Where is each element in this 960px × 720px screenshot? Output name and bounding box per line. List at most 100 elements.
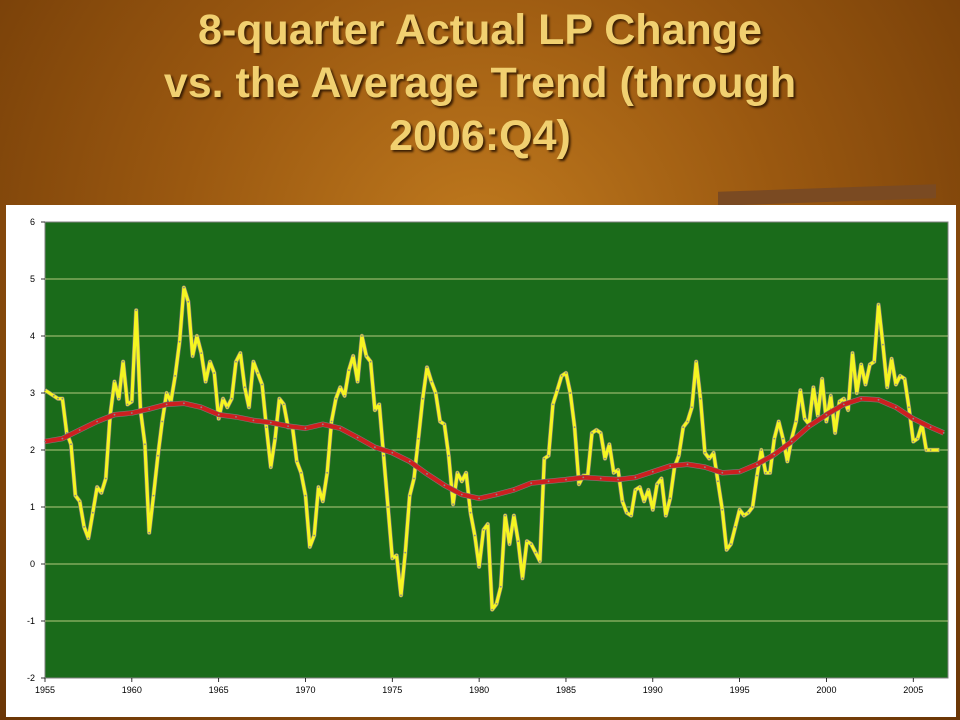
actual-data-point	[361, 335, 363, 337]
y-tick-label: 5	[30, 274, 35, 284]
trend-data-point	[790, 440, 793, 443]
actual-data-point	[573, 426, 576, 429]
actual-data-point	[877, 303, 880, 306]
actual-data-point	[308, 546, 311, 548]
actual-data-point	[196, 335, 198, 337]
actual-data-point	[895, 383, 897, 386]
trend-data-point	[408, 460, 411, 463]
actual-data-point	[834, 432, 836, 434]
actual-data-point	[482, 528, 485, 531]
actual-data-point	[855, 392, 858, 394]
actual-data-point	[530, 543, 533, 545]
actual-data-point	[664, 514, 667, 517]
actual-data-point	[751, 506, 754, 508]
actual-data-point	[799, 389, 802, 392]
trend-data-point	[686, 463, 689, 466]
actual-data-point	[243, 386, 246, 389]
actual-data-point	[491, 608, 494, 611]
actual-data-point	[304, 494, 307, 497]
actual-data-point	[391, 557, 394, 560]
actual-data-point	[756, 474, 758, 477]
trend-data-point	[78, 429, 81, 431]
actual-data-point	[417, 437, 420, 440]
line-chart: -2 -1 0 1 2 3 4 5 6 1955 1960 1965 1970 1975 1980 1985 1…	[27, 217, 949, 695]
trend-data-point	[582, 476, 585, 479]
actual-data-point	[812, 386, 815, 389]
actual-data-point	[426, 366, 428, 369]
actual-data-point	[183, 286, 185, 289]
trend-data-point	[426, 473, 428, 475]
actual-data-point	[842, 397, 845, 400]
actual-data-point	[452, 503, 454, 506]
actual-data-point	[764, 471, 767, 474]
actual-data-point	[699, 397, 702, 400]
actual-data-point	[565, 372, 567, 374]
actual-data-point	[847, 409, 849, 411]
trend-data-point	[339, 427, 342, 430]
actual-data-point	[521, 577, 524, 580]
actual-data-point	[504, 514, 507, 517]
actual-data-point	[413, 477, 415, 480]
actual-data-point	[430, 380, 433, 383]
actual-data-point	[261, 383, 263, 386]
actual-data-point	[187, 300, 190, 303]
actual-data-point	[226, 406, 229, 409]
actual-data-point	[74, 494, 77, 497]
actual-data-point	[825, 420, 828, 423]
x-tick-label: 2000	[816, 685, 836, 695]
actual-data-point	[473, 534, 476, 537]
actual-data-point	[860, 363, 863, 366]
actual-data-point	[903, 377, 906, 380]
trend-data-point	[374, 446, 376, 449]
trend-data-point	[495, 493, 498, 496]
actual-data-point	[378, 403, 381, 406]
trend-data-point	[513, 489, 515, 491]
actual-data-point	[578, 483, 580, 486]
trend-data-point	[96, 420, 98, 423]
actual-data-point	[213, 372, 216, 374]
y-tick-label: 0	[30, 559, 35, 569]
trend-data-point	[773, 453, 776, 456]
actual-data-point	[387, 506, 389, 508]
actual-data-point	[760, 449, 763, 451]
actual-data-point	[335, 397, 337, 400]
actual-data-point	[61, 397, 64, 400]
trend-data-point	[200, 406, 203, 409]
actual-data-point	[869, 363, 871, 366]
actual-data-point	[816, 414, 819, 417]
trend-data-point	[252, 419, 255, 422]
actual-data-point	[421, 397, 424, 400]
actual-data-point	[326, 471, 329, 474]
actual-data-point	[669, 497, 672, 500]
actual-data-point	[191, 355, 194, 357]
trend-data-point	[877, 398, 880, 401]
axis-ticks: -2 -1 0 1 2 3 4 5 6 1955 1960 1965 1970 1975 1980 1985 1…	[27, 217, 923, 695]
actual-data-point	[339, 386, 342, 389]
actual-data-point	[617, 469, 619, 471]
actual-data-point	[465, 471, 467, 474]
trend-data-point	[860, 397, 863, 400]
trend-data-point	[183, 402, 185, 405]
trend-data-point	[269, 421, 272, 424]
actual-data-point	[278, 397, 281, 400]
actual-data-point	[144, 443, 146, 446]
actual-data-point	[456, 471, 459, 474]
actual-data-point	[604, 457, 606, 460]
actual-data-point	[269, 466, 272, 468]
actual-data-point	[400, 594, 402, 597]
gridlines	[45, 278, 948, 622]
actual-data-point	[556, 389, 559, 392]
actual-data-point	[916, 437, 919, 440]
y-tick-label: -1	[27, 616, 35, 626]
actual-data-point	[209, 360, 211, 363]
trend-data-point	[634, 476, 637, 479]
actual-data-point	[651, 508, 654, 511]
trend-data-point	[912, 417, 915, 420]
chart-frame: -2 -1 0 1 2 3 4 5 6 1955 1960 1965 1970 1975 1980 1985 1…	[6, 205, 956, 717]
trend-data-point	[61, 437, 64, 440]
actual-data-point	[803, 417, 806, 420]
trend-data-point	[321, 423, 324, 426]
actual-data-point	[122, 360, 124, 363]
title-line-2: vs. the Average Trend (through	[163, 59, 797, 107]
actual-data-point	[395, 554, 398, 557]
